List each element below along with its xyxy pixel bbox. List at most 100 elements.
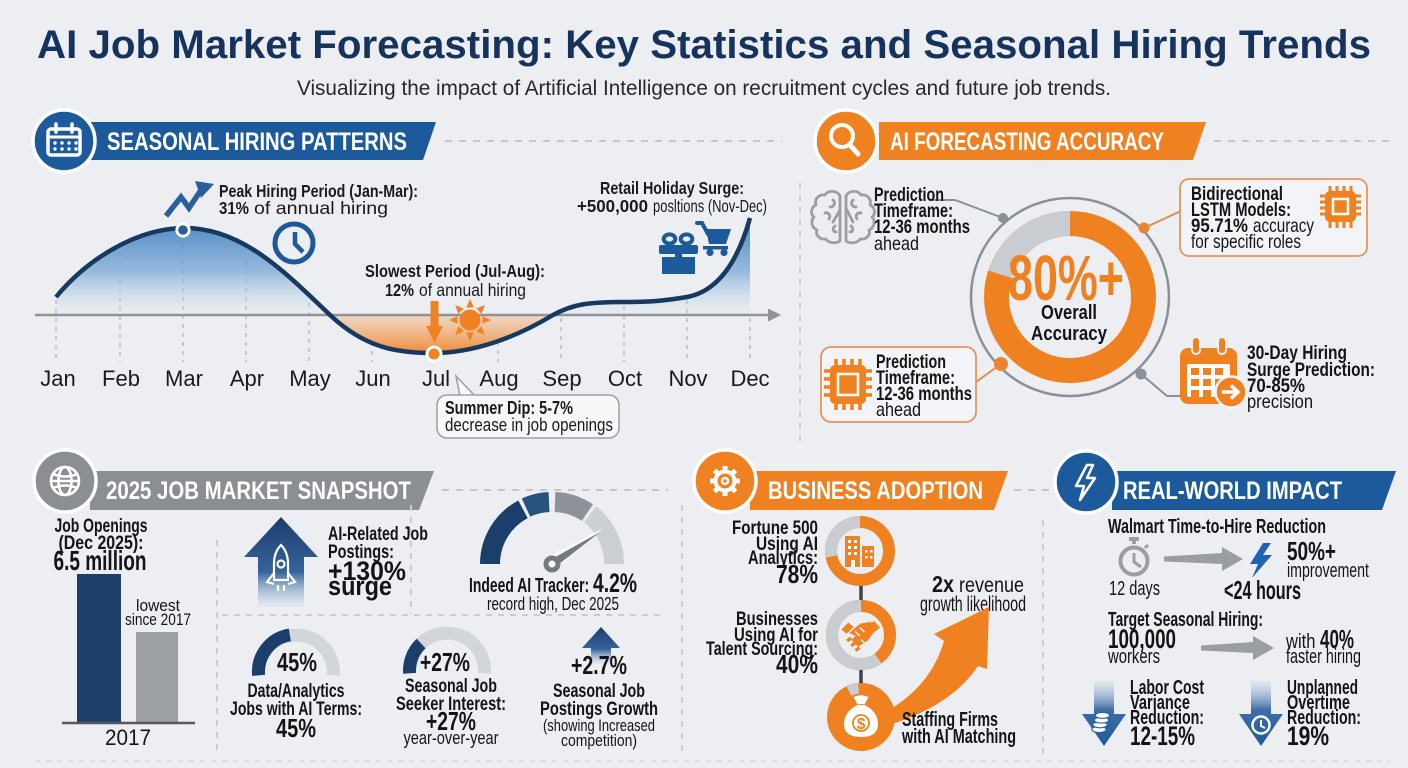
svg-text:Fortune 500: Fortune 500 <box>732 517 818 539</box>
svg-text:30-Day Hiring: 30-Day Hiring <box>1247 342 1347 364</box>
svg-text:80%+: 80%+ <box>1008 242 1124 314</box>
svg-text:12 days: 12 days <box>1109 578 1160 600</box>
svg-text:Unplanned: Unplanned <box>1287 677 1358 699</box>
svg-text:AI FORECASTING ACCURACY: AI FORECASTING ACCURACY <box>890 128 1164 156</box>
svg-text:Jan: Jan <box>40 366 75 391</box>
svg-text:45%: 45% <box>277 647 317 677</box>
svg-text:since 2017: since 2017 <box>125 610 191 629</box>
svg-text:70-85%: 70-85% <box>1247 375 1305 397</box>
svg-text:with AI Matching: with AI Matching <box>901 726 1016 748</box>
svg-text:31%: 31% <box>219 198 249 218</box>
svg-text:competition): competition) <box>561 731 637 750</box>
svg-text:Visualizing the impact of Arti: Visualizing the impact of Artificial Int… <box>297 77 1111 100</box>
svg-text:Overall: Overall <box>1041 302 1097 324</box>
svg-text:record high, Dec 2025: record high, Dec 2025 <box>487 594 619 614</box>
svg-text:50%+: 50%+ <box>1287 536 1336 566</box>
svg-text:Aug: Aug <box>479 366 518 391</box>
svg-text:+500,000: +500,000 <box>577 196 648 216</box>
svg-text:workers: workers <box>1107 646 1160 668</box>
svg-text:Sep: Sep <box>542 366 581 391</box>
svg-text:Surge Prediction:: Surge Prediction: <box>1247 359 1375 381</box>
svg-text:ahead: ahead <box>874 233 919 255</box>
svg-text:Mar: Mar <box>165 366 203 391</box>
svg-text:Data/Analytics: Data/Analytics <box>248 680 345 702</box>
svg-text:Apr: Apr <box>230 366 264 391</box>
svg-text:(Dec 2025):: (Dec 2025): <box>59 532 144 554</box>
svg-text:accuracy: accuracy <box>1253 215 1314 237</box>
svg-text:12-36 months: 12-36 months <box>874 216 970 238</box>
svg-text:100,000: 100,000 <box>1108 624 1176 654</box>
svg-text:AI Job Market Forecasting: Key: AI Job Market Forecasting: Key Statistic… <box>37 23 1371 67</box>
svg-text:Job Openings: Job Openings <box>55 515 148 537</box>
svg-text:lowest: lowest <box>136 596 180 615</box>
svg-text:Timeframe:: Timeframe: <box>874 200 953 222</box>
svg-text:95.71%: 95.71% <box>1191 215 1248 237</box>
svg-text:Analytics:: Analytics: <box>748 547 818 569</box>
svg-text:improvement: improvement <box>1287 560 1369 582</box>
svg-text:12%: 12% <box>385 280 414 300</box>
svg-text:Variance: Variance <box>1130 692 1190 714</box>
svg-text:Target Seasonal Hiring:: Target Seasonal Hiring: <box>1108 609 1263 631</box>
svg-text:Timeframe:: Timeframe: <box>876 367 955 389</box>
svg-text:2025 JOB MARKET SNAPSHOT: 2025 JOB MARKET SNAPSHOT <box>106 477 411 505</box>
svg-text:Prediction: Prediction <box>876 351 946 373</box>
svg-text:+27%: +27% <box>426 706 476 736</box>
svg-text:growth likelihood: growth likelihood <box>920 593 1026 616</box>
svg-text:Walmart Time-to-Hire Reduction: Walmart Time-to-Hire Reduction <box>1108 516 1326 538</box>
svg-text:Jobs with AI Terms:: Jobs with AI Terms: <box>230 698 362 720</box>
svg-text:45%: 45% <box>276 713 316 743</box>
svg-text:Labor Cost: Labor Cost <box>1130 677 1204 699</box>
svg-text:ahead: ahead <box>876 399 921 421</box>
svg-text:Indeed AI Tracker: 4.2%: Indeed AI Tracker: 4.2% <box>469 568 637 598</box>
svg-text:of annual hiring: of annual hiring <box>254 198 388 218</box>
svg-text:year-over-year: year-over-year <box>404 728 499 748</box>
svg-text:May: May <box>289 366 331 391</box>
svg-text:LSTM Models:: LSTM Models: <box>1191 199 1291 221</box>
svg-text:2017: 2017 <box>105 725 151 750</box>
svg-text:6.5 million: 6.5 million <box>54 545 147 576</box>
svg-text:with 40%: with 40% <box>1285 624 1354 654</box>
svg-text:Businesses: Businesses <box>736 608 818 630</box>
svg-text:Jun: Jun <box>355 366 390 391</box>
svg-text:Summer Dip: 5-7%: Summer Dip: 5-7% <box>445 398 573 418</box>
svg-text:faster hiring: faster hiring <box>1286 646 1361 668</box>
svg-text:Using AI: Using AI <box>756 533 818 555</box>
svg-text:BUSINESS ADOPTION: BUSINESS ADOPTION <box>768 477 983 505</box>
svg-text:SEASONAL HIRING PATTERNS: SEASONAL HIRING PATTERNS <box>107 128 407 156</box>
svg-text:surge: surge <box>328 571 392 601</box>
svg-text:Postings Growth: Postings Growth <box>540 698 658 720</box>
svg-text:Jul: Jul <box>422 366 450 391</box>
svg-text:78%: 78% <box>776 559 818 589</box>
svg-text:decrease in job openings: decrease in job openings <box>445 415 613 435</box>
svg-text:2x revenue: 2x revenue <box>932 571 1024 597</box>
svg-text:AI-Related Job: AI-Related Job <box>328 523 428 545</box>
svg-text:Peak Hiring Period (Jan-Mar):: Peak Hiring Period (Jan-Mar): <box>219 181 418 201</box>
svg-text:19%: 19% <box>1287 721 1329 751</box>
svg-text:$: $ <box>857 716 866 733</box>
svg-text:Staffing Firms: Staffing Firms <box>902 709 998 731</box>
svg-text:Reduction:: Reduction: <box>1130 707 1204 729</box>
svg-text:Dec: Dec <box>730 366 769 391</box>
svg-text:Retail Holiday Surge:: Retail Holiday Surge: <box>600 178 744 198</box>
svg-text:Nov: Nov <box>668 366 707 391</box>
svg-text:Feb: Feb <box>102 366 140 391</box>
svg-text:Talent Sourcing:: Talent Sourcing: <box>706 638 818 660</box>
svg-text:of annual hiring: of annual hiring <box>419 280 526 300</box>
svg-text:+130%: +130% <box>328 556 406 586</box>
svg-text:12-15%: 12-15% <box>1130 721 1195 751</box>
svg-text:Slowest Period (Jul-Aug):: Slowest Period (Jul-Aug): <box>365 261 545 281</box>
svg-text:Reduction:: Reduction: <box>1287 707 1361 729</box>
svg-text:40%: 40% <box>776 649 818 679</box>
svg-text:Oct: Oct <box>608 366 642 391</box>
svg-text:for specific roles: for specific roles <box>1191 231 1301 253</box>
svg-text:+27%: +27% <box>420 647 470 677</box>
svg-text:Seasonal Job: Seasonal Job <box>553 680 645 702</box>
svg-text:Seeker Interest:: Seeker Interest: <box>396 693 506 715</box>
svg-text:precision: precision <box>1247 391 1313 413</box>
svg-text:<24 hours: <24 hours <box>1224 575 1301 605</box>
svg-text:REAL-WORLD IMPACT: REAL-WORLD IMPACT <box>1123 477 1342 505</box>
svg-text:Postings:: Postings: <box>328 541 394 563</box>
svg-text:(showing Increased: (showing Increased <box>543 716 655 735</box>
svg-text:+2.7%: +2.7% <box>571 650 627 680</box>
svg-text:Accuracy: Accuracy <box>1031 323 1108 345</box>
